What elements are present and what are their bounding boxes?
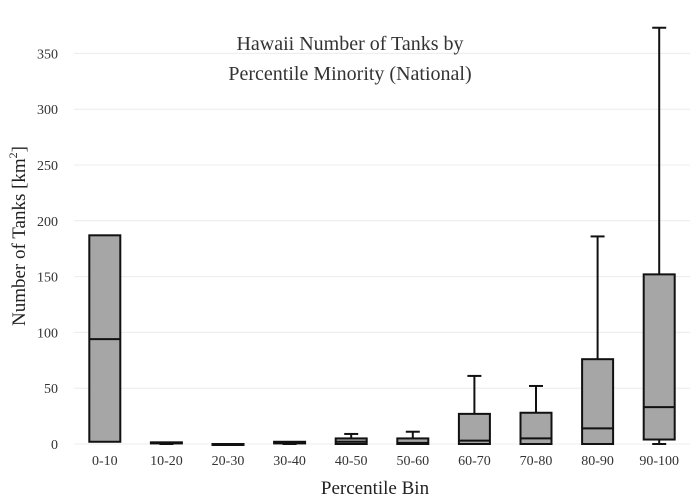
y-tick-label: 300 <box>37 103 58 118</box>
y-axis-title-suffix: ] <box>9 146 30 152</box>
x-tick-label: 40-50 <box>335 454 368 469</box>
box-90-100 <box>642 26 676 445</box>
y-tick-label: 200 <box>37 215 58 230</box>
x-axis-ticks: 0-10 10-20 20-30 30-40 40-50 50-60 60-70 70-80 8… <box>92 454 679 469</box>
x-tick-label: 80-90 <box>581 454 614 469</box>
x-tick-label: 30-40 <box>273 454 306 469</box>
x-tick-label: 10-20 <box>150 454 183 469</box>
box-iqr <box>457 412 491 446</box>
box-iqr <box>396 437 430 446</box>
x-axis-title: Percentile Bin <box>321 478 430 499</box>
y-tick-label: 50 <box>44 382 58 397</box>
box-series <box>88 26 676 446</box>
box-40-50 <box>334 432 368 446</box>
x-tick-label: 90-100 <box>639 454 679 469</box>
x-tick-label: 0-10 <box>92 454 118 469</box>
box-80-90 <box>581 235 615 445</box>
box-70-80 <box>519 384 553 446</box>
y-tick-label: 250 <box>37 159 58 174</box>
chart-title-line-2: Percentile Minority (National) <box>228 63 471 85</box>
gridlines <box>74 52 690 445</box>
box-0-10 <box>88 234 122 443</box>
y-axis-ticks: 0 50 100 150 200 250 300 350 <box>37 47 58 453</box>
y-axis-title-superscript: 2 <box>6 152 20 158</box>
box-30-40 <box>273 440 307 445</box>
y-tick-label: 150 <box>37 271 58 286</box>
x-tick-label: 50-60 <box>396 454 429 469</box>
x-tick-label: 20-30 <box>212 454 245 469</box>
chart-title-line-1: Hawaii Number of Tanks by <box>236 33 463 55</box>
box-10-20 <box>149 441 183 445</box>
box-20-30 <box>211 443 245 446</box>
y-tick-label: 100 <box>37 326 58 341</box>
y-tick-label: 0 <box>51 438 58 453</box>
x-tick-label: 60-70 <box>458 454 491 469</box>
box-iqr <box>642 273 676 441</box>
y-axis-title-text: Number of Tanks [km <box>9 158 30 326</box>
x-tick-label: 70-80 <box>520 454 553 469</box>
box-50-60 <box>396 430 430 446</box>
y-tick-label: 350 <box>37 47 58 62</box>
box-60-70 <box>457 374 491 446</box>
y-axis-title: Number of Tanks [km2] <box>6 146 30 326</box>
box-iqr <box>581 358 615 445</box>
